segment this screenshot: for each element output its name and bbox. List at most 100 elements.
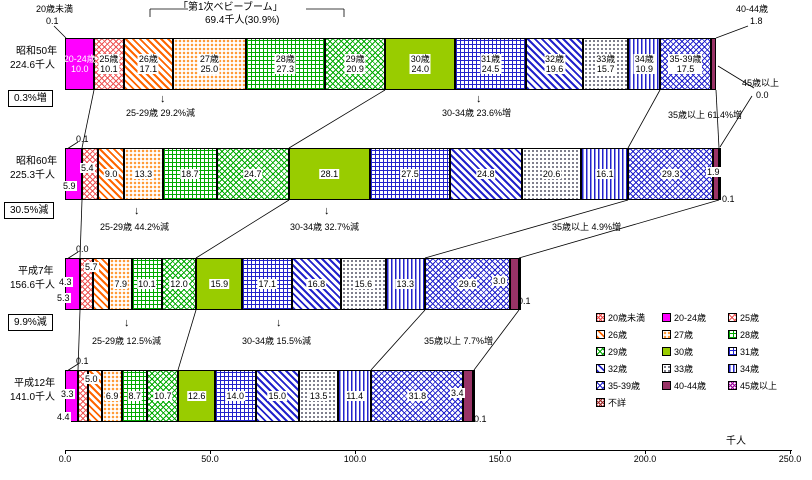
legend-label-a35_39: 35-39歳: [608, 381, 641, 391]
segment-label-r3-a35_39: 31.8: [407, 391, 428, 401]
legend-item-a26: 26歳: [596, 328, 627, 341]
gap-2-label-35plus: 35歳以上 7.7%増: [424, 336, 494, 346]
gap-1-label-30-34: 30-34歳 32.7%減: [290, 222, 360, 232]
segment-label-r1-a32: 24.8: [476, 169, 496, 179]
segment-label-r3-a27: 6.9: [104, 391, 120, 401]
value-label-r1-a45p: 0.1: [722, 194, 735, 204]
segment-r2-a29: [161, 258, 197, 310]
legend-label-u20: 20歳未満: [608, 313, 646, 323]
segment-label-r2-a28: 10.1: [137, 279, 157, 289]
value-label-r3-u20: 0.1: [76, 356, 89, 366]
gap-2-arrow-25-29: ↓: [124, 317, 130, 329]
x-tick-1: [210, 450, 211, 454]
x-tick-3: [500, 450, 501, 454]
legend-swatch-u20: [596, 313, 605, 322]
x-tick-label-3: 150.0: [488, 454, 512, 464]
era-label-0: 昭和50年: [16, 46, 58, 57]
era-label-1: 昭和60年: [16, 156, 58, 167]
era-label-2: 平成7年: [18, 266, 54, 277]
legend-item-a45p: 45歳以上: [728, 379, 777, 392]
x-tick-label-2: 100.0: [343, 454, 367, 464]
era-total-0: 224.6千人: [10, 60, 56, 71]
x-tick-4: [645, 450, 646, 454]
segment-label-r0-a27: 27歳 25.0: [198, 54, 220, 74]
gap-2-label-30-34: 30-34歳 15.5%減: [242, 336, 312, 346]
legend-swatch-a20_24: [662, 313, 671, 322]
x-tick-5: [790, 450, 791, 454]
gap-0-label-25-29: 25-29歳 29.2%減: [126, 108, 196, 118]
legend-item-a28: 28歳: [728, 328, 759, 341]
legend-item-a32: 32歳: [596, 362, 627, 375]
segment-r2-a40_44: [510, 258, 520, 310]
segment-label-r2-a34: 13.3: [395, 279, 416, 289]
segment-label-r2-a33: 15.6: [353, 279, 374, 289]
legend-label-a34: 34歳: [740, 364, 760, 374]
segment-r3-a25: [78, 370, 88, 422]
legend-item-a40_44: 40-44歳: [662, 379, 706, 392]
value-label-r2-u20: 0.0: [76, 244, 89, 254]
segment-label-r0-a31: 31歳 24.5: [480, 54, 502, 74]
segment-label-r3-a31: 14.0: [225, 391, 245, 401]
segment-r1-a25: [82, 148, 99, 200]
segment-r1-a34: [581, 148, 629, 200]
segment-label-r0-a29: 29歳 20.9: [344, 54, 366, 74]
legend-item-a25: 25歳: [728, 311, 759, 324]
gap-1-label-25-29: 25-29歳 44.2%減: [100, 222, 170, 232]
segment-label-r1-a27: 13.3: [133, 169, 154, 179]
segment-r2-a33: [340, 258, 387, 310]
value-label-r2-a40_44: 3.0: [492, 276, 507, 286]
segment-label-r3-a33: 13.5: [308, 391, 329, 401]
gap-0-arrow-30-34: ↓: [476, 93, 482, 105]
segment-r3-a34: [338, 370, 372, 422]
legend-item-a27: 27歳: [662, 328, 693, 341]
segment-label-r0-a25: 25歳 10.1: [98, 54, 120, 74]
baby-boom-annotation-value: 69.4千人(30.9%): [205, 15, 280, 26]
segment-r0-a32: [526, 38, 583, 90]
change-box-2: 9.9%減: [8, 314, 53, 331]
legend-label-a20_24: 20-24歳: [674, 313, 707, 323]
axis-unit-label: 千人: [726, 436, 746, 447]
value-label-r2-a20_24: 5.3: [56, 293, 71, 303]
annotation-45plus-value: 0.0: [756, 90, 769, 100]
legend-label-a29: 29歳: [608, 347, 628, 357]
x-tick-label-4: 200.0: [633, 454, 657, 464]
legend-swatch-a28: [728, 330, 737, 339]
legend-swatch-a33: [662, 364, 671, 373]
gap-1-label-35plus: 35歳以上 4.9%増: [552, 222, 622, 232]
gap-1-arrow-30-34: ↓: [324, 205, 330, 217]
x-tick-0: [65, 450, 66, 454]
value-label-r1-a25: 5.4: [80, 163, 95, 173]
value-label-r1-a20_24: 5.9: [62, 181, 77, 191]
legend-item-a20_24: 20-24歳: [662, 311, 706, 324]
era-total-1: 225.3千人: [10, 170, 56, 181]
legend-item-a35_39: 35-39歳: [596, 379, 640, 392]
legend-swatch-a40_44: [662, 381, 671, 390]
segment-r1-a20_24: [65, 148, 83, 200]
change-box-0: 0.3%増: [8, 90, 53, 107]
segment-label-r0-a35_39: 35-39歳 17.5: [668, 54, 703, 74]
legend-swatch-a35_39: [596, 381, 605, 390]
legend-label-a30: 30歳: [674, 347, 694, 357]
legend-label-a31: 31歳: [740, 347, 760, 357]
gap-1-arrow-25-29: ↓: [134, 205, 140, 217]
segment-label-r0-a20_24: 20-24歳 10.0: [63, 54, 96, 74]
legend-swatch-unknown: [596, 398, 605, 407]
change-box-1: 30.5%減: [4, 202, 55, 219]
segment-label-r2-a27: 7.9: [113, 279, 129, 289]
legend-swatch-a31: [728, 347, 737, 356]
annotation-45plus-label: 45歳以上: [742, 78, 780, 88]
segment-r0-a20_24: [65, 38, 95, 90]
legend-swatch-a34: [728, 364, 737, 373]
legend-label-a28: 28歳: [740, 330, 760, 340]
x-tick-label-1: 50.0: [201, 454, 219, 464]
legend-swatch-a26: [596, 330, 605, 339]
legend-label-a27: 27歳: [674, 330, 694, 340]
segment-label-r0-a28: 28歳 27.3: [274, 54, 296, 74]
segment-label-r0-a33: 33歳 15.7: [595, 54, 617, 74]
segment-label-r2-a32: 16.8: [306, 279, 327, 289]
legend-label-a32: 32歳: [608, 364, 628, 374]
segment-label-r1-a29: 24.7: [243, 169, 263, 179]
legend-label-a25: 25歳: [740, 313, 760, 323]
segment-label-r3-a30: 12.6: [186, 391, 207, 401]
segment-label-r3-a34: 11.4: [345, 391, 365, 401]
